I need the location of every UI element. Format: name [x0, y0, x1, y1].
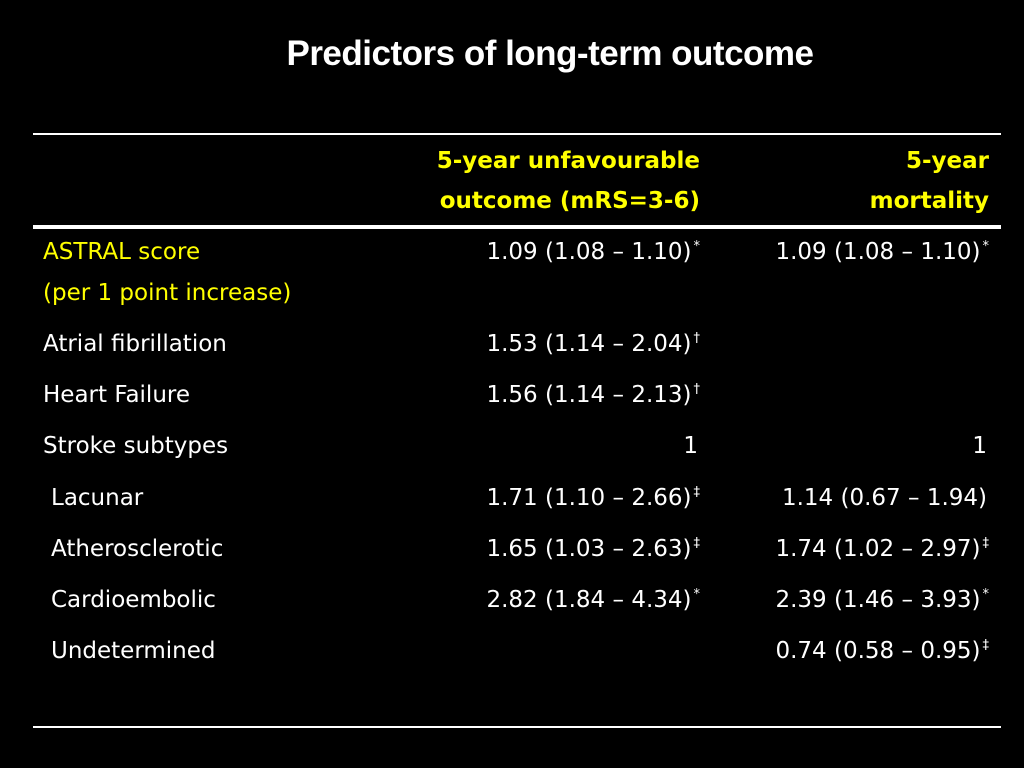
footnote-mark: *	[693, 239, 701, 254]
cell-value: 1.71 (1.10 – 2.66)	[486, 485, 692, 511]
cell-value: 1.74 (1.02 – 2.97)	[775, 536, 981, 562]
cell-value: 1	[683, 433, 698, 459]
cell-value: 1.65 (1.03 – 2.63)	[486, 536, 692, 562]
footnote-mark: †	[693, 382, 701, 397]
cell-value: 1.09 (1.08 – 1.10)	[775, 239, 981, 265]
cell-value: 1.09 (1.08 – 1.10)	[486, 239, 692, 265]
cell-value: 1.53 (1.14 – 2.04)	[486, 331, 692, 357]
cell-value: 1.14 (0.67 – 1.94)	[781, 485, 987, 511]
table-top-rule	[33, 133, 1001, 135]
column-header-unfavourable-outcome: 5-year unfavourable outcome (mRS=3-6)	[437, 141, 700, 221]
footnote-mark: ‡	[693, 536, 701, 551]
footnote-mark: ‡	[982, 536, 990, 551]
table-cell: 2.82 (1.84 – 4.34) *	[486, 580, 700, 620]
cell-value: 2.82 (1.84 – 4.34)	[486, 587, 692, 613]
table-cell: 1.74 (1.02 – 2.97) ‡	[775, 529, 989, 569]
row-label-cardioembolic: Cardioembolic	[51, 587, 216, 613]
column-header-mortality: 5-year mortality	[870, 141, 989, 221]
table-cell: 0.74 (0.58 – 0.95) ‡	[775, 631, 989, 671]
table-cell: 1.56 (1.14 – 2.13) †	[486, 375, 700, 415]
footnote-mark: *	[982, 587, 990, 602]
row-label-atherosclerotic: Atherosclerotic	[51, 536, 224, 562]
footnote-mark: †	[693, 331, 701, 346]
cell-value: 2.39 (1.46 – 3.93)	[775, 587, 981, 613]
footnote-mark: *	[982, 239, 990, 254]
row-label-astral-score-sub: (per 1 point increase)	[43, 280, 292, 306]
column-header-line: 5-year unfavourable	[436, 148, 700, 174]
table-cell: 1	[972, 426, 989, 466]
table-cell: 1.53 (1.14 – 2.04) †	[486, 324, 700, 364]
table-cell: 1.65 (1.03 – 2.63) ‡	[486, 529, 700, 569]
table-cell: 1.14 (0.67 – 1.94)	[782, 478, 989, 518]
row-label-lacunar: Lacunar	[51, 485, 144, 511]
cell-value: 1	[972, 433, 987, 459]
table-cell: 2.39 (1.46 – 3.93) *	[775, 580, 989, 620]
row-label-undetermined: Undetermined	[51, 638, 216, 664]
footnote-mark: *	[693, 587, 701, 602]
table-cell	[987, 324, 989, 364]
table-cell	[698, 631, 700, 671]
column-header-line: mortality	[869, 188, 989, 214]
row-label-astral-score: ASTRAL score	[43, 239, 201, 265]
column-header-line: outcome (mRS=3-6)	[439, 188, 700, 214]
footnote-mark: ‡	[982, 638, 990, 653]
cell-value: 1.56 (1.14 – 2.13)	[486, 382, 692, 408]
table-cell: 1	[683, 426, 700, 466]
table-cell	[987, 375, 989, 415]
table-cell: 1.71 (1.10 – 2.66) ‡	[486, 478, 700, 518]
row-label-heart-failure: Heart Failure	[43, 382, 190, 408]
cell-value: 0.74 (0.58 – 0.95)	[775, 638, 981, 664]
footnote-mark: ‡	[693, 485, 701, 500]
table-cell: 1.09 (1.08 – 1.10) *	[775, 232, 989, 272]
table-header-rule	[33, 225, 1001, 229]
table-cell: 1.09 (1.08 – 1.10) *	[486, 232, 700, 272]
row-label-stroke-subtypes: Stroke subtypes	[43, 433, 229, 459]
row-label-atrial-fibrillation: Atrial fibrillation	[43, 331, 227, 357]
column-header-line: 5-year	[905, 148, 989, 174]
slide-title: Predictors of long-term outcome	[286, 34, 814, 73]
table-bottom-rule	[33, 726, 1001, 728]
